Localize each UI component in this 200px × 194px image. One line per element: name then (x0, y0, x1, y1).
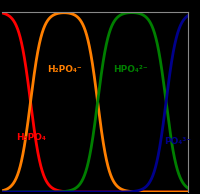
Text: PO₄³⁻: PO₄³⁻ (164, 137, 191, 146)
Text: H₂PO₄⁻: H₂PO₄⁻ (47, 65, 82, 74)
Text: H₃PO₄: H₃PO₄ (16, 133, 46, 142)
Text: HPO₄²⁻: HPO₄²⁻ (114, 65, 148, 74)
